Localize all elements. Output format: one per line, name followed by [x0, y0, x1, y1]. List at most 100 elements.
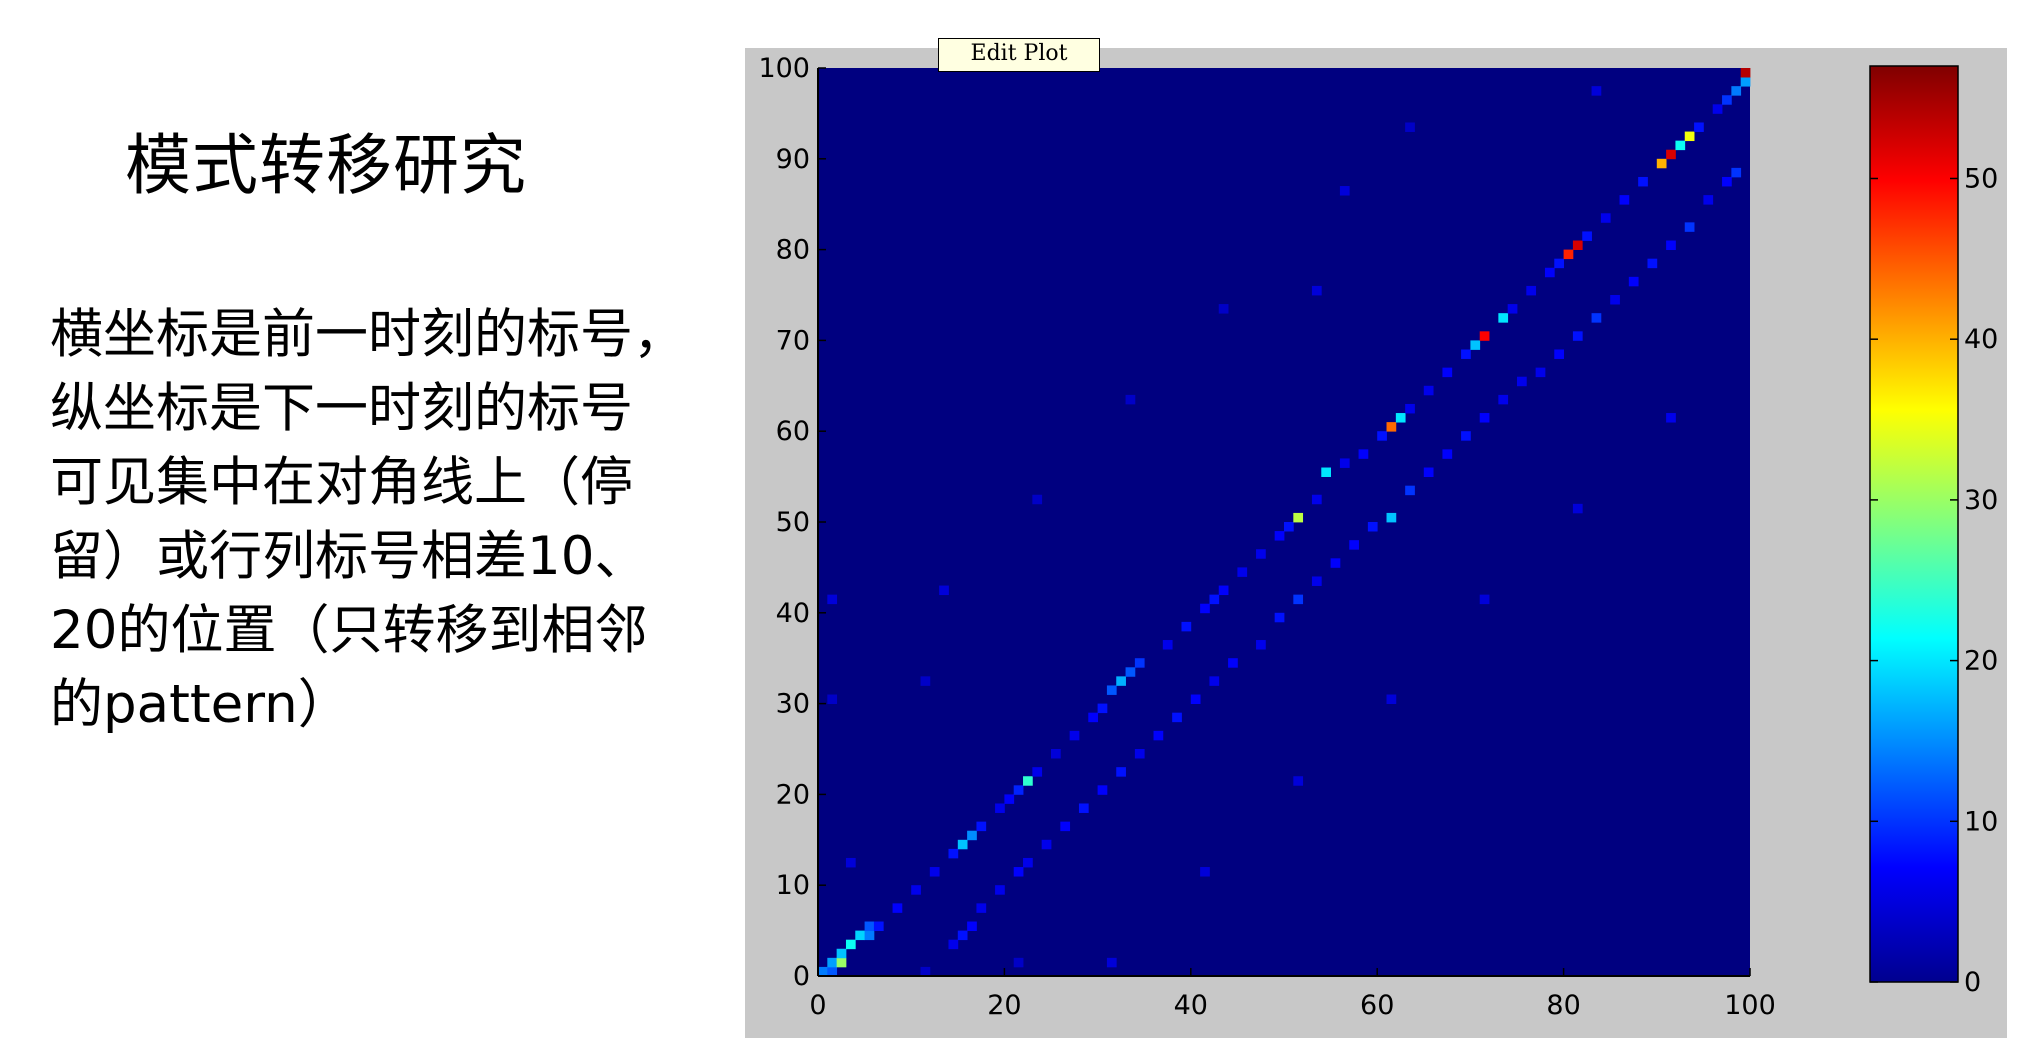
x-tick-label: 20 [987, 990, 1021, 1021]
heatmap-cell [1013, 957, 1024, 968]
heatmap-cell [1209, 594, 1220, 605]
y-tick-label: 100 [758, 53, 810, 84]
heatmap-cell [1200, 867, 1210, 877]
heatmap-cell [845, 939, 856, 950]
colorbar-tick-label: 40 [1964, 324, 1998, 355]
heatmap-cell [1106, 685, 1117, 695]
description-line: 留）或行列标号相差10、 [50, 526, 648, 587]
heatmap-cell [1666, 149, 1676, 160]
heatmap-cell [1116, 767, 1126, 777]
heatmap-cell [818, 966, 828, 977]
x-tick-label: 60 [1360, 990, 1394, 1021]
heatmap-cell [1013, 867, 1024, 877]
heatmap-cell [948, 848, 959, 859]
heatmap-cell [1563, 249, 1574, 260]
heatmap-cell [1666, 413, 1676, 423]
heatmap-cell [1358, 449, 1369, 459]
heatmap-cell [1209, 676, 1220, 686]
heatmap-cell [1694, 122, 1704, 132]
heatmap-cell [929, 867, 940, 877]
heatmap-cell [1619, 195, 1630, 205]
heatmap-cell [1134, 749, 1145, 759]
heatmap-cell [1218, 585, 1229, 596]
heatmap-cell [1181, 621, 1192, 632]
heatmap-cell [1591, 313, 1602, 323]
heatmap-cell [845, 857, 856, 868]
heatmap-cell [1722, 176, 1732, 187]
heatmap-cell [1284, 522, 1294, 532]
heatmap-cell [1526, 285, 1537, 296]
heatmap-cell [1116, 676, 1126, 686]
heatmap-cell [1712, 104, 1723, 114]
heatmap-cells [818, 68, 1751, 977]
x-tick-label: 80 [1546, 990, 1580, 1021]
heatmap-cell [1554, 258, 1564, 269]
heatmap-cell [864, 930, 875, 941]
heatmap-cell [1554, 349, 1564, 359]
heatmap-cell [1517, 376, 1527, 387]
heatmap-cell [1274, 612, 1285, 623]
heatmap-cell [855, 930, 865, 941]
description-line: 的pattern） [50, 674, 351, 735]
heatmap-cell [1405, 485, 1415, 496]
heatmap-cell [1274, 531, 1285, 541]
heatmap-cell [1507, 304, 1518, 314]
heatmap-cell [1311, 494, 1322, 505]
heatmap-cell [1293, 512, 1304, 523]
y-tick-label: 50 [776, 507, 810, 538]
heatmap-cell [1367, 522, 1378, 532]
heatmap-cell [1572, 331, 1583, 341]
y-tick-label: 90 [776, 144, 810, 175]
colorbar-tick-label: 10 [1964, 806, 1998, 837]
heatmap-cell [1656, 158, 1667, 169]
heatmap-cell [1647, 258, 1658, 269]
heatmap-cell [1339, 458, 1350, 468]
heatmap-cell [1023, 857, 1033, 868]
y-tick-label: 30 [776, 689, 810, 720]
heatmap-cell [1125, 667, 1136, 677]
heatmap-cell [1582, 231, 1592, 241]
y-tick-label: 60 [776, 416, 810, 447]
heatmap-cell [1405, 403, 1415, 414]
heatmap-cell [1572, 503, 1583, 514]
heatmap-cell [1106, 957, 1117, 968]
heatmap-cell [911, 885, 921, 895]
heatmap-cell [873, 921, 884, 931]
y-tick-label: 70 [776, 325, 810, 356]
heatmap-cell [1722, 95, 1732, 105]
heatmap-cell [1097, 703, 1108, 714]
slide-title: 模式转移研究 [125, 127, 527, 204]
heatmap-cell [1395, 413, 1406, 423]
heatmap-cell [1330, 558, 1341, 568]
heatmap-cell [1237, 567, 1248, 577]
heatmap-cell [1162, 640, 1173, 650]
heatmap-cell [1349, 540, 1359, 550]
heatmap-cell [1675, 140, 1686, 151]
heatmap-cell [1190, 694, 1201, 704]
heatmap-cell [1498, 394, 1509, 405]
heatmap-cell [1461, 431, 1471, 441]
heatmap-cell [864, 921, 875, 931]
heatmap-cell [967, 921, 977, 931]
colorbar-gradient [1869, 65, 1959, 983]
heatmap-cell [1228, 658, 1238, 668]
description-line: 纵坐标是下一时刻的标号 [50, 378, 633, 439]
y-tick-label: 10 [776, 870, 810, 901]
heatmap-cell [939, 585, 949, 596]
description-line: 可见集中在对角线上（停 [50, 452, 633, 513]
y-tick-label: 80 [776, 235, 810, 266]
heatmap-cell [892, 903, 903, 913]
colorbar-tick-label: 50 [1964, 163, 1998, 194]
plot-axes: 0 20 40 60 80 100 0 10 20 30 40 50 60 70 80 90 100 [758, 53, 1775, 1021]
heatmap-cell [836, 948, 847, 959]
heatmap-cell [1544, 267, 1555, 278]
heatmap-cell [1023, 776, 1033, 786]
colorbar-tick-label: 30 [1964, 485, 1998, 516]
heatmap-cell [1060, 821, 1071, 832]
heatmap-cell [1386, 694, 1397, 704]
heatmap-cell [1610, 295, 1620, 305]
heatmap-cell [1339, 186, 1350, 196]
heatmap-cell [1293, 776, 1304, 786]
colorbar-tick-label: 0 [1964, 967, 1981, 998]
